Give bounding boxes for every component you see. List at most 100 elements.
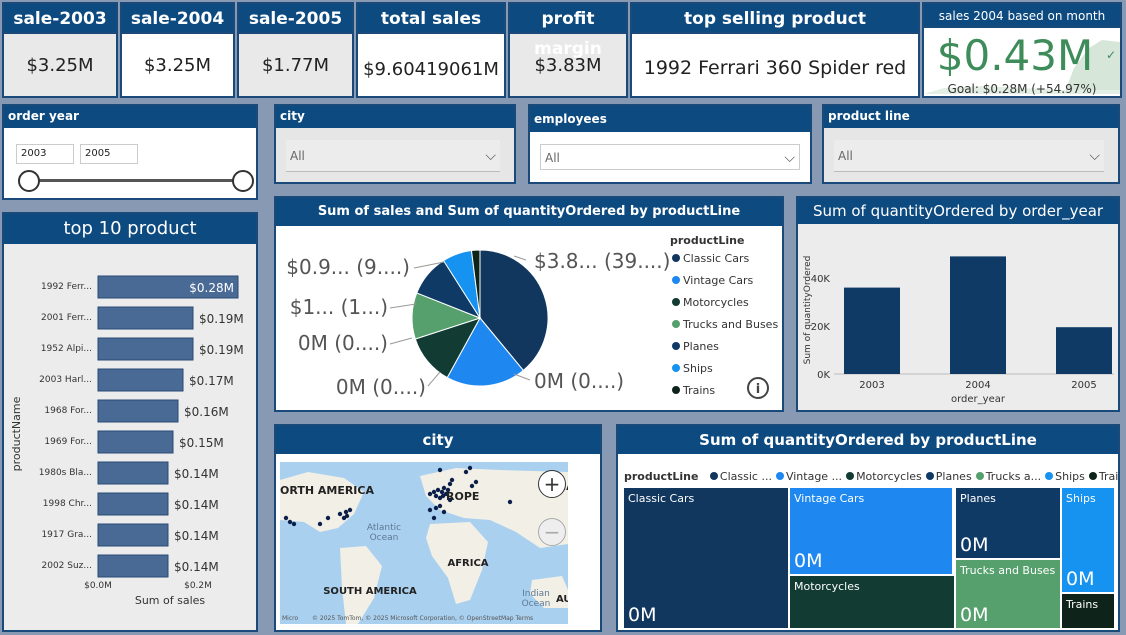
kpi-value: $0.43M [936,31,1094,80]
bar-category-label: 1952 Alpi... [41,344,92,354]
leader-line [389,303,417,309]
city-point [467,465,473,471]
bar [97,523,169,547]
bar-category-label: 2001 Ferr... [41,313,92,323]
kpi-value: $3.25M [143,54,212,76]
legend-entry: Planes [683,340,719,353]
map-brand: Micro [282,615,298,622]
map-label: ROPE [446,490,479,503]
chart-title: Sum of sales and Sum of quantityOrdered … [276,198,782,226]
city-point [469,483,475,489]
bar [97,368,184,392]
kpi-label: sales 2004 based on month [924,4,1120,28]
map-label: Indian [522,589,550,599]
legend-entry: Vintage ... [785,470,843,483]
bar-data-label: $0.16M [184,405,229,419]
qty-year-bar-chart: 0K 20K 40K 2003 2004 2005 order_year Sum of qua… [803,256,1114,405]
leader-line [413,261,445,269]
tile-value: 0M [628,604,657,626]
bar [97,554,169,578]
kpi-label: top selling product [632,4,918,34]
slicer-product-line: product line All ⌵ [822,104,1120,184]
kpi-value: $1.77M [261,54,330,76]
zoom-in-button[interactable]: + [538,470,566,498]
kpi-total-sales: total sales $9.60419061M [356,2,506,98]
zoom-out-button[interactable]: − [538,518,566,546]
bar-category-label: 1917 Gra... [41,530,92,540]
year-from-input[interactable]: 2003 [16,144,74,164]
city-point [291,521,297,527]
bar [97,399,179,423]
dropdown-value: All [545,151,560,165]
bar-category-label: 1992 Ferr... [41,282,92,292]
year-to-input[interactable]: 2005 [80,144,138,164]
city-point [473,479,479,485]
bar-data-label: $0.17M [189,374,234,388]
city-point [287,519,293,525]
bar-data-label: $0.15M [179,436,224,450]
tile-label: Trucks and Buses [960,564,1056,577]
land-eurasia [420,468,568,548]
slicer-employees: employees All ⌵ [528,104,812,184]
chart-title: top 10 product [4,214,256,244]
tile-label: Ships [1066,492,1096,505]
legend-marker [975,472,984,480]
city-point [325,515,331,521]
tile-label: Vintage Cars [794,492,865,505]
bar-category-label: 1969 For... [44,437,92,447]
legend-marker [1045,472,1054,480]
legend-entry: Ships [1055,470,1085,483]
kpi-top-selling-product: top selling product 1992 Ferrari 360 Spi… [630,2,920,98]
city-dropdown[interactable]: All ⌵ [286,140,500,172]
land-africa [426,522,488,604]
tile-value: 0M [1066,568,1095,590]
chevron-down-icon: ⌵ [485,148,496,164]
product-line-dropdown[interactable]: All ⌵ [834,140,1104,172]
legend-entry: Classic Cars [683,252,749,265]
year-range-track [28,179,240,182]
kpi-label: sale-2005 [239,4,352,34]
city-point [427,507,433,513]
kpi-label: sale-2004 [122,4,233,34]
bar [97,337,194,361]
x-axis-title: Sum of sales [135,594,206,607]
bar-category-label: 2002 Suz... [42,561,93,571]
legend-title: productLine [670,234,744,247]
legend-marker [925,472,934,480]
legend-marker [709,472,718,480]
bar-data-label: $0.14M [174,467,219,481]
chevron-down-icon: ⌵ [1089,148,1100,164]
bar [97,461,169,485]
city-point [337,511,343,517]
employees-dropdown[interactable]: All ⌵ [540,144,800,170]
city-point [317,521,323,527]
bar-data-label: $0.19M [199,312,244,326]
top10-product-chart: top 10 product 1992 Ferr... $0.28M 2001 Fe… [2,212,258,632]
y-tick-label: 0K [817,370,830,381]
legend-entry: Trucks and Buses [682,318,778,331]
map-label: AFRICA [447,558,488,569]
legend-entry: Ships [683,362,713,375]
info-icon-glyph: i [756,382,760,397]
x-tick-label: 2004 [965,380,990,391]
treemap-card: Sum of quantityOrdered by productLine pr… [616,424,1120,632]
tile-value: 0M [960,534,989,556]
city-point [439,489,445,495]
city-map[interactable]: ORTH AMERICAROPEIAAtlanticOceanAFRICASOU… [280,462,568,624]
map-credit: © 2025 TomTom, © 2025 Microsoft Corporat… [312,615,533,622]
city-point [427,491,433,497]
leader-line [513,255,527,261]
treemap-tile: Planes 0M [956,488,1060,558]
pie-data-label: 0M (0....) [336,375,426,399]
year-range-start-handle[interactable] [18,170,40,192]
city-point [431,489,437,495]
map-label: Ocean [522,599,551,609]
legend-entry: Trains [1098,470,1119,483]
leader-line [513,373,531,381]
pie-chart-card: Sum of sales and Sum of quantityOrdered … [274,196,784,412]
bar [844,287,900,374]
legend-marker [672,276,680,284]
year-range-end-handle[interactable] [232,170,254,192]
city-point [347,507,353,513]
kpi-value: $3.25M [26,54,94,76]
